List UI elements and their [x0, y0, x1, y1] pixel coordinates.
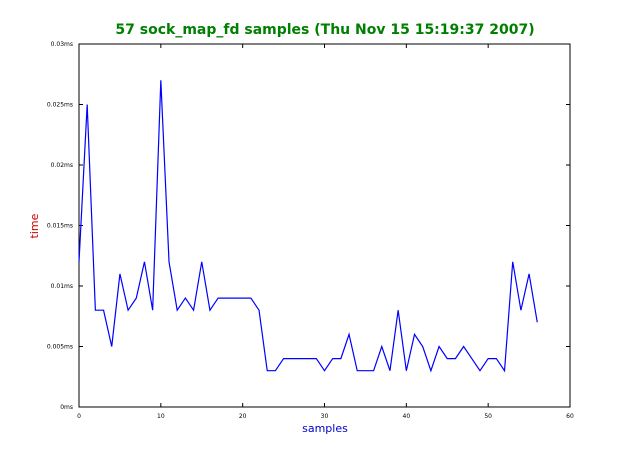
x-tick-label: 10 — [157, 413, 165, 420]
y-tick-label: 0.01ms — [51, 283, 73, 290]
x-tick-label: 50 — [484, 413, 492, 420]
y-axis: 0ms 0.005ms 0.01ms 0.015ms 0.02ms 0.025ms 0.03… — [47, 41, 570, 411]
y-tick-label: 0ms — [60, 404, 73, 411]
x-tick-label: 60 — [566, 413, 574, 420]
plot-area — [78, 43, 571, 408]
y-tick-label: 0.015ms — [47, 223, 73, 230]
y-tick-label: 0.02ms — [51, 162, 73, 169]
x-tick-label: 30 — [321, 413, 329, 420]
x-axis-label: samples — [302, 422, 348, 435]
x-tick-label: 20 — [239, 413, 247, 420]
y-axis-label: time — [28, 213, 41, 238]
series-line — [78, 80, 538, 373]
x-tick-label: 0 — [77, 413, 81, 420]
y-tick-label: 0.03ms — [51, 41, 73, 48]
y-tick-label: 0.025ms — [47, 102, 73, 109]
chart-title: 57 sock_map_fd samples (Thu Nov 15 15:19… — [115, 22, 534, 38]
y-tick-label: 0.005ms — [47, 344, 73, 351]
x-tick-label: 40 — [403, 413, 411, 420]
x-axis: 0 10 20 30 40 50 60 — [77, 44, 574, 420]
